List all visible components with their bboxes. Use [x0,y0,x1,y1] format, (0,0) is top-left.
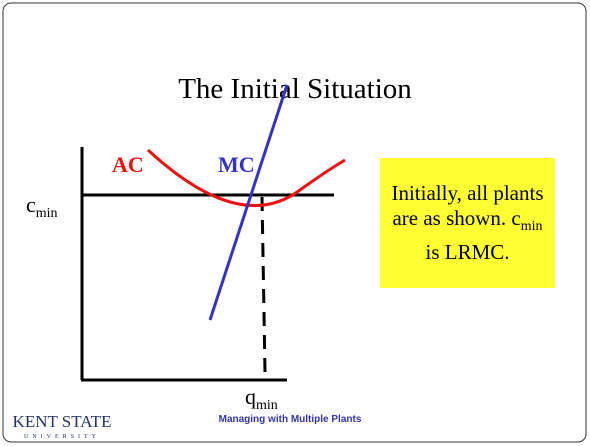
callout-sub: min [520,219,543,235]
mc-line [208,84,289,321]
qmin-dashed-line [260,196,267,373]
footer: Managing with Multiple Plants [219,414,362,425]
cmin-label: cmin [26,192,58,221]
mc-label: MC [218,152,255,177]
logo-sub: UNIVERSITY [24,434,100,440]
ac-curve [146,148,346,208]
callout-base: c [511,206,521,231]
callout-after: is LRMC. [425,239,510,264]
callout-box: Initially, all plants are as shown. cmin… [380,158,555,288]
cmin-base: c [26,192,36,217]
ac-label: AC [112,152,144,177]
logo-name: KENT STATE [13,412,112,431]
qmin-label: qmin [245,384,278,413]
title: The Initial Situation [178,73,412,105]
cmin-sub: min [36,206,58,221]
qmin-base: q [245,384,256,409]
callout-before: Initially, all plants are as shown. [391,181,544,231]
qmin-sub: min [256,398,278,413]
callout-text: Initially, all plants are as shown. cmin… [386,181,549,264]
